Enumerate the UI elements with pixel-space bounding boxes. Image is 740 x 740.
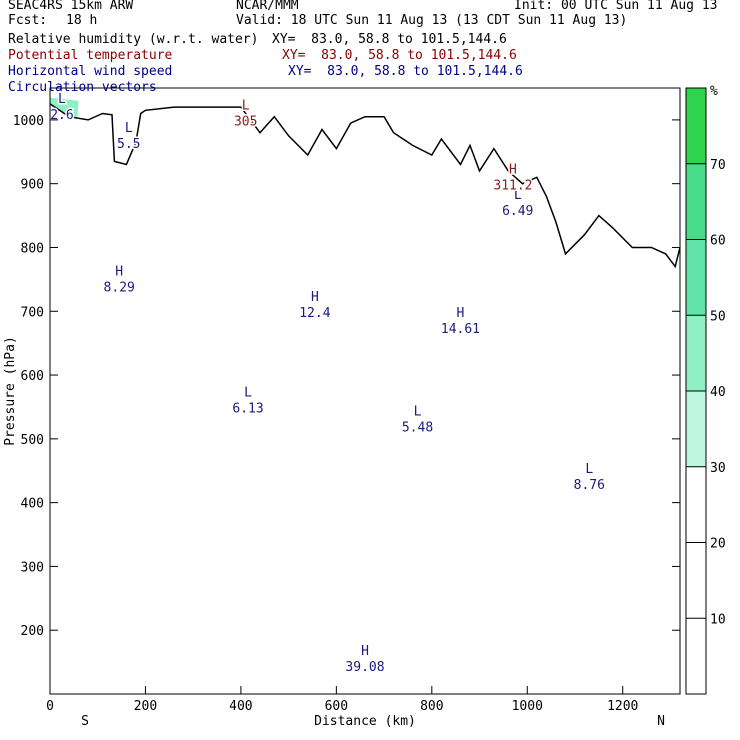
colorbar-tick-label-50: 50: [710, 309, 726, 324]
colorbar-tick-label-60: 60: [710, 234, 726, 249]
y-tick-label-200: 200: [21, 624, 44, 639]
extremum-8-type: H: [509, 162, 517, 177]
y-tick-label-900: 900: [21, 178, 44, 193]
x-axis-label: Distance (km): [314, 714, 416, 729]
forecast-hour: 18 h: [66, 13, 98, 28]
center-label: NCAR/MMM: [236, 0, 299, 13]
terrain-fill: [50, 103, 680, 694]
y-tick-label-300: 300: [21, 560, 44, 575]
y-tick-label-1000: 1000: [13, 114, 44, 129]
colorbar-band-3: [686, 163, 706, 240]
extremum-9-value: 2.6: [50, 108, 73, 123]
field-xy-theta: XY= 83.0, 58.8 to 101.5,144.6: [282, 48, 517, 63]
y-tick-label-400: 400: [21, 497, 44, 512]
x-tick-label-1200: 1200: [607, 699, 638, 714]
x-tick-label-800: 800: [420, 699, 443, 714]
forecast-label: Fcst:: [8, 13, 48, 28]
extremum-6-value: 8.29: [104, 280, 135, 295]
colorbar-tick-label-40: 40: [710, 385, 726, 400]
init-time: Init: 00 UTC Sun 11 Aug 13: [514, 0, 718, 13]
extremum-9-type: L: [58, 92, 66, 107]
y-tick-label-500: 500: [21, 433, 44, 448]
extremum-2-type: L: [414, 405, 422, 420]
colorbar-unit: %: [710, 84, 718, 99]
colorbar-band-4: [686, 88, 706, 164]
field-xy-wind: XY= 83.0, 58.8 to 101.5,144.6: [288, 64, 523, 79]
colorbar-band-0: [686, 391, 706, 467]
x-tick-label-1000: 1000: [512, 699, 543, 714]
terrain-mask: [49, 103, 681, 694]
colorbar-tick-label-10: 10: [710, 612, 726, 627]
terrain-line: [49, 103, 681, 269]
y-axis-label: Pressure (hPa): [3, 336, 18, 446]
extremum-0-value: 39.08: [345, 660, 384, 675]
colorbar: 10 20 30 40 50 60 70%: [685, 84, 726, 695]
extremum-4-type: H: [457, 306, 465, 321]
y-tick-label-800: 800: [21, 241, 44, 256]
field-name-circulation: Circulation vectors: [8, 80, 157, 95]
x-end-label-right: N: [657, 714, 665, 729]
field-xy-rh: XY= 83.0, 58.8 to 101.5,144.6: [272, 32, 507, 47]
extremum-11-value: 305: [234, 115, 257, 130]
model-title: SEAC4RS 15km ARW: [8, 0, 134, 13]
plot-frame: [49, 87, 681, 695]
extremum-0-type: H: [361, 644, 369, 659]
extremum-10-type: L: [125, 121, 133, 136]
extremum-2-value: 5.48: [402, 421, 433, 436]
extremum-3-value: 8.76: [574, 478, 605, 493]
extremum-1-value: 6.13: [232, 402, 263, 417]
extremum-4-value: 14.61: [441, 322, 480, 337]
extremum-7-value: 6.49: [502, 204, 533, 219]
y-tick-label-600: 600: [21, 369, 44, 384]
extremum-5-value: 12.4: [299, 306, 330, 321]
x-tick-label-600: 600: [325, 699, 348, 714]
colorbar-tick-label-70: 70: [710, 158, 726, 173]
extremum-10-value: 5.5: [117, 137, 140, 152]
field-name-rh: Relative humidity (w.r.t. water): [8, 32, 259, 47]
x-tick-label-0: 0: [46, 699, 54, 714]
colorbar-band-2: [686, 239, 706, 316]
y-tick-label-700: 700: [21, 305, 44, 320]
extremum-3-type: L: [585, 462, 593, 477]
field-name-theta: Potential temperature: [8, 48, 173, 63]
extremum-7-type: L: [514, 188, 522, 203]
extremum-11-type: L: [242, 99, 250, 114]
x-end-label-left: S: [81, 714, 89, 729]
field-name-wind: Horizontal wind speed: [8, 64, 173, 79]
extremum-1-type: L: [244, 386, 252, 401]
extremum-8-value: 311.2: [493, 178, 532, 193]
colorbar-band-1: [686, 315, 706, 391]
colorbar-tick-label-20: 20: [710, 537, 726, 552]
axes: 200 300 400 500 600 700 800 900 1000 0 200 400 600 80…: [3, 114, 680, 729]
x-tick-label-400: 400: [229, 699, 252, 714]
valid-time: Valid: 18 UTC Sun 11 Aug 13 (13 CDT Sun …: [236, 13, 628, 28]
x-tick-label-200: 200: [134, 699, 157, 714]
extremum-6-type: H: [115, 264, 123, 279]
colorbar-tick-label-30: 30: [710, 461, 726, 476]
extremum-5-type: H: [311, 290, 319, 305]
